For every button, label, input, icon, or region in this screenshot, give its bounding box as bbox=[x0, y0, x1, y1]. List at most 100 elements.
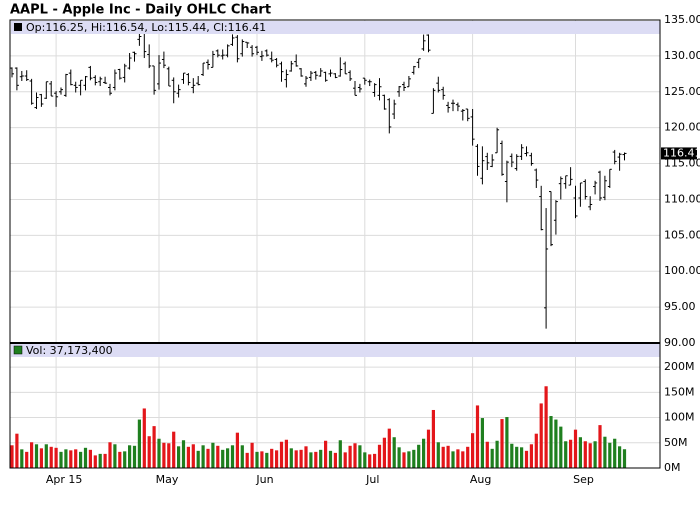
volume-bar bbox=[431, 409, 435, 468]
volume-bar bbox=[549, 416, 553, 468]
price-legend-band bbox=[11, 21, 660, 34]
y-tick-label: 95.00 bbox=[664, 300, 696, 313]
y-tick-label: 90.00 bbox=[664, 336, 696, 349]
x-tick-label: Jul bbox=[365, 473, 379, 486]
volume-bar bbox=[446, 445, 450, 468]
volume-bar bbox=[534, 433, 538, 468]
volume-bar bbox=[559, 426, 563, 468]
marks-layer bbox=[10, 23, 627, 468]
volume-bar bbox=[206, 448, 210, 468]
y-tick-label: 115.00 bbox=[664, 157, 700, 170]
volume-bar bbox=[177, 446, 181, 468]
volume-bar bbox=[74, 449, 78, 468]
volume-bar bbox=[25, 451, 29, 468]
y-tick-label: 100M bbox=[664, 411, 695, 424]
volume-legend-swatch bbox=[13, 345, 23, 355]
volume-bar bbox=[578, 437, 582, 468]
volume-bar bbox=[417, 444, 421, 468]
volume-bar bbox=[69, 450, 73, 468]
price-legend-swatch bbox=[14, 23, 22, 31]
volume-bar bbox=[309, 452, 313, 468]
volume-bar bbox=[618, 446, 622, 468]
volume-bar bbox=[128, 445, 132, 468]
volume-bar bbox=[172, 431, 176, 468]
volume-bar bbox=[152, 426, 156, 468]
volume-bar bbox=[422, 438, 426, 468]
volume-bar bbox=[622, 449, 627, 468]
volume-bar bbox=[49, 446, 53, 468]
volume-bar bbox=[319, 449, 323, 468]
volume-bar bbox=[83, 447, 88, 468]
volume-bar bbox=[475, 405, 480, 468]
volume-bar bbox=[235, 432, 239, 468]
volume-bar bbox=[54, 447, 58, 468]
volume-bar bbox=[588, 443, 592, 468]
volume-bar bbox=[363, 452, 367, 468]
volume-bar bbox=[142, 408, 146, 468]
volume-bar bbox=[485, 441, 489, 468]
volume-bar bbox=[608, 442, 612, 468]
volume-bar bbox=[554, 419, 558, 468]
volume-bar bbox=[191, 444, 195, 468]
volume-bar bbox=[451, 451, 455, 468]
x-tick-label: Jun bbox=[255, 473, 273, 486]
volume-bar bbox=[167, 443, 171, 468]
volume-bar bbox=[348, 445, 352, 468]
volume-bar bbox=[524, 450, 529, 468]
volume-bar bbox=[583, 441, 587, 468]
volume-bar bbox=[221, 449, 225, 468]
volume-bar bbox=[412, 449, 416, 468]
volume-bar bbox=[407, 451, 411, 468]
volume-bar bbox=[279, 441, 284, 468]
volume-bar bbox=[113, 444, 117, 468]
volume-bar bbox=[573, 429, 578, 468]
grid-layer bbox=[10, 19, 660, 469]
volume-bar bbox=[461, 451, 465, 468]
volume-bar bbox=[505, 417, 509, 468]
volume-bar bbox=[201, 445, 205, 468]
x-tick-label: Sep bbox=[573, 473, 594, 486]
volume-bar bbox=[328, 450, 333, 468]
x-tick-label: Apr 15 bbox=[46, 473, 83, 486]
y-tick-label: 125.00 bbox=[664, 85, 700, 98]
volume-bar bbox=[569, 439, 573, 468]
volume-bar bbox=[529, 444, 533, 468]
volume-bar bbox=[123, 451, 127, 468]
volume-bar bbox=[387, 428, 391, 468]
chart-title: AAPL - Apple Inc - Daily OHLC Chart bbox=[10, 3, 271, 18]
volume-bar bbox=[186, 446, 190, 468]
x-tick-label: May bbox=[156, 473, 179, 486]
y-tick-label: 100.00 bbox=[664, 264, 700, 277]
volume-bar bbox=[466, 446, 470, 468]
volume-bar bbox=[34, 444, 39, 468]
volume-bar bbox=[226, 448, 230, 468]
volume-bar bbox=[108, 442, 112, 468]
volume-bar bbox=[338, 440, 342, 468]
volume-bar bbox=[216, 445, 220, 468]
y-tick-label: 135.00 bbox=[664, 13, 700, 26]
y-tick-label: 120.00 bbox=[664, 121, 700, 134]
volume-bar bbox=[255, 451, 259, 468]
volume-legend: Vol: 37,173,400 bbox=[26, 344, 113, 357]
volume-bar bbox=[275, 450, 279, 468]
volume-bar bbox=[564, 441, 568, 468]
volume-bar bbox=[382, 437, 386, 468]
volume-bar bbox=[103, 453, 107, 468]
y-tick-label: 105.00 bbox=[664, 228, 700, 241]
volume-bar bbox=[613, 438, 617, 468]
volume-bar bbox=[373, 453, 377, 468]
y-tick-label: 110.00 bbox=[664, 192, 700, 205]
last-price-flag bbox=[661, 147, 697, 160]
y-tick-label: 130.00 bbox=[664, 49, 700, 62]
volume-bar bbox=[250, 442, 254, 468]
volume-bar bbox=[539, 403, 543, 468]
volume-bar bbox=[64, 449, 68, 468]
y-tick-label: 150M bbox=[664, 385, 695, 398]
volume-bar bbox=[500, 419, 504, 468]
volume-bar bbox=[230, 445, 235, 468]
volume-bar bbox=[20, 449, 24, 468]
y-tick-label: 0M bbox=[664, 461, 681, 474]
volume-bar bbox=[510, 443, 514, 468]
